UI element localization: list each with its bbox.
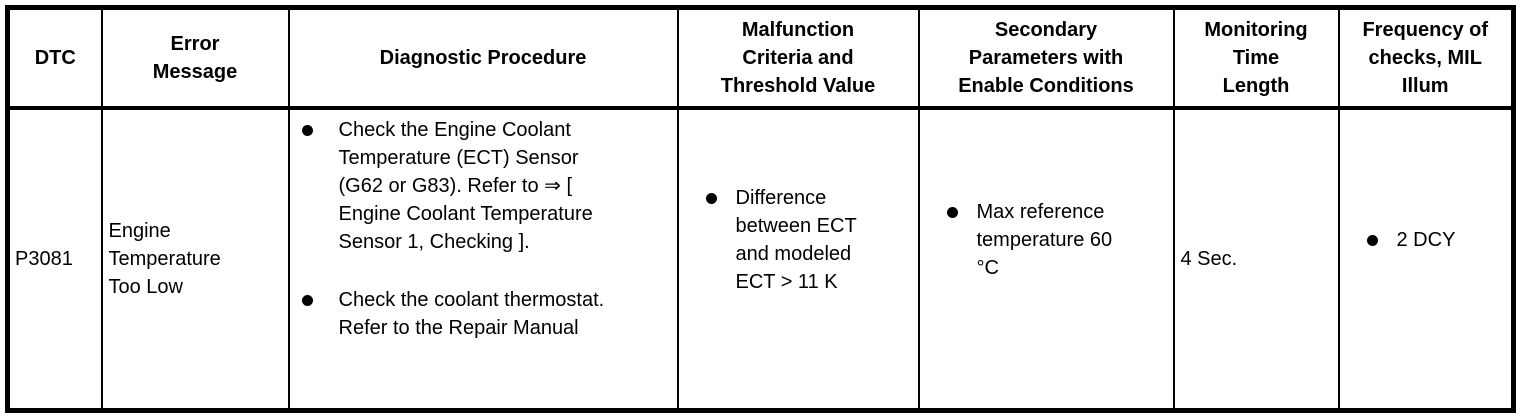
dtc-table: DTC Error Message Diagnostic Procedure M… (5, 5, 1516, 413)
bullet-icon (301, 294, 313, 306)
bullet-icon (705, 193, 717, 205)
bullet-icon (946, 207, 958, 219)
cell-secondary-parameters: Max reference temperature 60 °C (917, 106, 1175, 412)
cell-monitoring-time: 4 Sec. (1172, 106, 1340, 412)
secondary-parameters-text: Max reference temperature 60 °C (976, 201, 1113, 280)
table-header-row: DTC Error Message Diagnostic Procedure M… (6, 6, 1515, 110)
frequency-text: 2 DCY (1396, 229, 1456, 252)
list-item: Max reference temperature 60 °C (921, 198, 1172, 282)
header-malfunction-criteria: Malfunction Criteria and Threshold Value (676, 6, 920, 110)
dtc-code-text: P3081 (15, 247, 73, 270)
list-item: 2 DCY (1341, 226, 1511, 254)
header-diagnostic-procedure: Diagnostic Procedure (287, 6, 679, 110)
list-item: Check the coolant thermostat. Refer to t… (301, 286, 669, 342)
malfunction-criteria-text: Difference between ECT and modeled ECT >… (735, 187, 857, 294)
cell-diagnostic-procedure: Check the Engine Coolant Temperature (EC… (287, 106, 679, 412)
cell-frequency-of-checks: 2 DCY (1337, 106, 1515, 412)
header-frequency-of-checks: Frequency of checks, MIL Illum (1337, 6, 1515, 110)
header-secondary-parameters: Secondary Parameters with Enable Conditi… (917, 6, 1175, 110)
list-item: Difference between ECT and modeled ECT >… (680, 184, 917, 296)
monitoring-time-text: 4 Sec. (1180, 247, 1238, 270)
table-row: P3081 Engine Temperature Too Low Check t… (6, 106, 1515, 412)
cell-dtc-code: P3081 (6, 106, 103, 412)
header-error-message: Error Message (100, 6, 290, 110)
bullet-icon (301, 124, 313, 136)
bullet-icon (1366, 235, 1378, 247)
cell-malfunction-criteria: Difference between ECT and modeled ECT >… (676, 106, 920, 412)
list-item: Check the Engine Coolant Temperature (EC… (301, 116, 669, 256)
header-monitoring-time: Monitoring Time Length (1172, 6, 1340, 110)
cell-error-message: Engine Temperature Too Low (100, 106, 290, 412)
error-message-text: Engine Temperature Too Low (108, 219, 221, 298)
header-dtc: DTC (6, 6, 103, 110)
diagnostic-step-text: Check the coolant thermostat. Refer to t… (338, 288, 605, 339)
diagnostic-step-text: Check the Engine Coolant Temperature (EC… (338, 118, 593, 253)
